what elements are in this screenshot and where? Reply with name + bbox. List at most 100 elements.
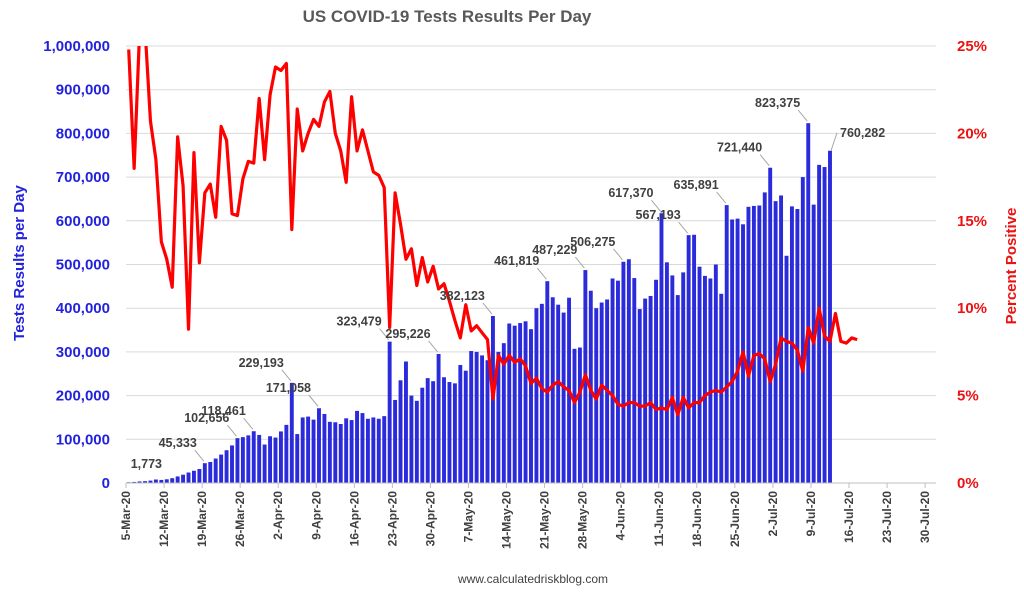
bar (208, 462, 213, 483)
x-tick-label: 21-May-20 (538, 491, 552, 549)
bar (529, 329, 533, 483)
bar (317, 408, 321, 483)
grid-lines (126, 45, 936, 440)
x-tick-label: 9-Jul-20 (804, 491, 818, 537)
x-tick-label: 23-Apr-20 (385, 491, 399, 547)
bar (278, 431, 283, 483)
x-tick-label: 14-May-20 (500, 491, 514, 549)
bar (773, 201, 778, 483)
bar (219, 454, 224, 483)
bar (659, 213, 664, 483)
bar (626, 259, 631, 483)
bar (708, 278, 713, 483)
bar (344, 418, 349, 483)
bar (153, 479, 158, 483)
y-right-tick-label: 5% (957, 388, 979, 405)
bar (599, 302, 604, 483)
x-tick-label: 30-Jul-20 (918, 491, 932, 543)
bar (518, 323, 523, 483)
bar (469, 351, 474, 483)
bar (311, 419, 316, 483)
bar (643, 298, 648, 483)
bar (365, 418, 370, 483)
bar (539, 303, 544, 483)
data-label: 323,479 (337, 315, 382, 329)
leader-line (574, 256, 585, 269)
bar (175, 476, 180, 483)
bar (654, 279, 658, 483)
bar (268, 436, 273, 483)
bar (262, 444, 267, 483)
bar (360, 413, 365, 483)
y-left-tick-label: 300,000 (56, 344, 110, 361)
bar (322, 413, 327, 483)
bar (398, 380, 403, 483)
data-label: 102,656 (184, 411, 229, 425)
y-right-tick-label: 0% (957, 475, 979, 492)
leader-line (830, 132, 838, 151)
bar (757, 205, 762, 483)
bar (197, 469, 202, 483)
bar (822, 167, 827, 484)
x-tick-label: 7-May-20 (462, 491, 476, 543)
data-label: 617,370 (608, 186, 653, 200)
y-right-tick-label: 10% (957, 300, 987, 317)
bar (349, 420, 354, 483)
bar (806, 123, 811, 483)
data-label: 823,375 (755, 96, 800, 110)
bar (496, 351, 501, 483)
x-tick-label: 28-May-20 (576, 491, 590, 549)
bar (648, 295, 653, 483)
y-left-tick-label: 1,000,000 (43, 38, 110, 55)
bar (371, 417, 376, 483)
data-label: 567,193 (636, 208, 681, 222)
bar (170, 478, 175, 483)
y-left-tick-label: 700,000 (56, 169, 110, 186)
percent-positive-line (127, 46, 858, 417)
leader-line (482, 302, 493, 315)
bar (746, 206, 751, 483)
bar (420, 387, 425, 483)
leader-line (243, 417, 254, 430)
bar (159, 479, 164, 483)
data-label: 487,229 (532, 243, 577, 257)
bar (300, 417, 305, 483)
data-label: 760,282 (840, 126, 885, 140)
bar (186, 472, 191, 483)
bar (202, 463, 207, 483)
bar (143, 481, 147, 483)
bar (230, 445, 234, 483)
y-right-tick-label: 25% (957, 38, 987, 55)
bar (480, 355, 485, 483)
bar (577, 347, 582, 483)
bar (768, 167, 773, 484)
bar (452, 383, 457, 483)
bar (501, 343, 506, 483)
bar (675, 295, 680, 483)
bar (458, 365, 463, 483)
x-tick-label: 9-Apr-20 (309, 491, 323, 540)
leader-line (797, 109, 808, 122)
leader-line (716, 191, 727, 204)
x-tick-label: 2-Jul-20 (766, 491, 780, 537)
bar (735, 218, 740, 483)
bar (474, 351, 479, 483)
bar (192, 470, 196, 483)
y-left-tick-label: 800,000 (56, 125, 110, 142)
y-axis-right-label: Percent Positive (1003, 208, 1020, 325)
bar (431, 381, 436, 483)
bar (463, 370, 468, 483)
bar (692, 234, 697, 483)
x-tick-label: 19-Mar-20 (195, 491, 209, 547)
y-left-tick-label: 0 (102, 475, 110, 492)
y-left-tick-label: 100,000 (56, 431, 110, 448)
bar (670, 275, 675, 483)
y-right-tick-label: 20% (957, 125, 987, 142)
footer-source: www.calculatedriskblog.com (457, 572, 608, 586)
bar (637, 309, 642, 483)
bar (246, 435, 251, 483)
data-label: 118,461 (201, 404, 246, 418)
bar (545, 281, 550, 483)
